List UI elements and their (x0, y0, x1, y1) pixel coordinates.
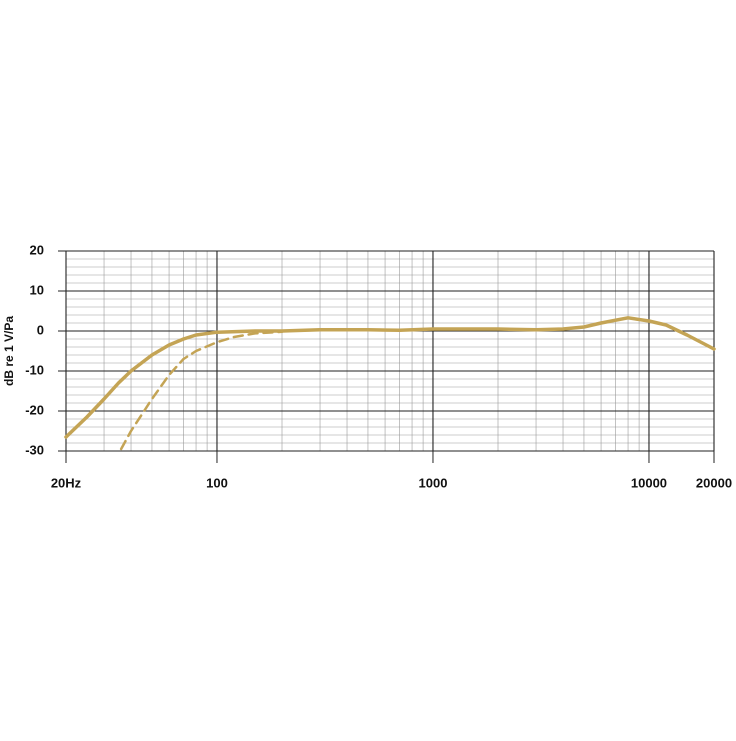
x-tick-label: 100 (206, 475, 228, 490)
y-tick-label: -30 (25, 442, 44, 457)
response-line (119, 330, 284, 451)
x-tick-label: 20Hz (51, 475, 82, 490)
y-tick-label: -10 (25, 362, 44, 377)
response-line (64, 316, 716, 439)
y-tick-label: -20 (25, 402, 44, 417)
y-tick-label: 0 (37, 322, 44, 337)
y-tick-label: 10 (30, 282, 44, 297)
x-tick-label: 10000 (631, 475, 667, 490)
y-tick-label: 20 (30, 242, 44, 257)
x-tick-label: 1000 (419, 475, 448, 490)
y-axis-label: dB re 1 V/Pa (2, 316, 16, 386)
x-tick-label: 20000 (696, 475, 732, 490)
